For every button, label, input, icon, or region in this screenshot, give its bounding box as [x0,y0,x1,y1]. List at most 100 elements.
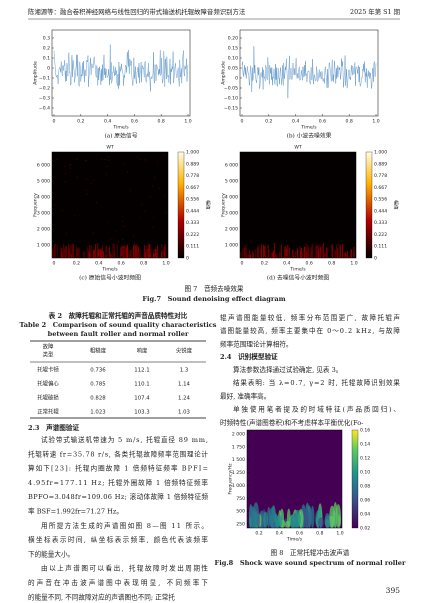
x-tick-label: 0.2 [73,261,80,267]
waveform [241,46,377,99]
heatmap-cell [144,158,146,160]
heatmap-cell [260,244,262,258]
heatmap-cell [70,245,72,258]
body-line: 率 BSF=1.992fr=71.27 Hz。 [28,507,123,516]
x-tick-label: 0.2 [265,119,272,125]
y-tick-label: 0.2 [43,46,50,52]
colorbar [365,151,373,259]
heatmap-cell [164,243,166,258]
heatmap-cell [86,246,88,258]
colorbar-label: 1.000 [374,150,387,156]
heatmap-cell [127,171,128,173]
heatmap-cell [344,252,346,258]
heatmap-cell [63,248,65,258]
x-tick-label: 0 [241,261,244,267]
heatmap-cell [138,251,140,258]
y-tick-label: 0.1 [43,56,50,62]
x-tick-label: 0.6 [118,261,125,267]
y-tick-label: −0.1 [39,76,50,82]
heatmap-cell [269,249,271,258]
heatmap-cell [149,254,151,258]
x-tick-label: 0.8 [140,261,147,267]
y-tick-label: 2 000 [37,227,50,233]
spectrogram-blob [337,514,342,529]
heatmap-cell [280,244,282,258]
colorbar-label: 0.444 [374,208,387,214]
heatmap-cell [295,251,297,258]
heatmap-cell [126,245,128,258]
heatmap-cell [123,162,125,164]
x-tick-label: 0.2 [261,261,268,267]
heatmap-cell [122,247,124,258]
heatmap-cell [85,159,87,161]
table-cell: 正常托辊 [37,408,59,416]
panel-caption: (c) 原始信号小波时频图 [79,274,141,282]
heatmap-cell [284,245,286,258]
colorbar-label: 0.14 [360,442,370,448]
heatmap-cell [128,253,130,258]
colorbar-label: 0.16 [360,428,370,434]
spectrogram-blob [329,505,336,528]
heatmap-cell [152,253,154,258]
colorbar-label: 0.10 [360,470,370,476]
heatmap-cell [163,246,165,258]
heatmap-cell [79,247,81,258]
heatmap-cell [144,254,146,258]
heatmap-cell [106,174,107,176]
y-tick-label: 3 000 [225,211,238,217]
body-line: 下的能量大小。 [28,549,74,558]
spectrogram-blob [303,517,309,528]
heatmap-cell [341,243,343,258]
colorbar [351,429,359,529]
heatmap-cell [108,159,110,161]
heatmap-cell [115,230,117,232]
heatmap-cell [270,252,272,258]
heatmap-cell [91,244,93,258]
heatmap-cell [285,249,287,258]
heatmap-cell [137,156,139,158]
heatmap-cell [304,247,306,258]
heatmap-cell [256,247,258,258]
heatmap-cell [141,204,143,206]
panel-caption: (b) 小波去噪效果 [287,132,332,140]
y-axis-label: Amplitude [33,61,39,85]
heatmap-cell [257,247,259,258]
heatmap-cell [140,217,142,218]
heatmap-cell [326,247,328,258]
heatmap-cell [264,246,266,258]
heatmap-cell [106,254,108,258]
issue: 2025 年第 S1 期 [350,7,400,16]
body-line: 频率范围理论计算相符。 [220,339,293,348]
y-axis-label: Frequency/Hz [228,463,234,495]
colorbar-label: 0.333 [186,220,199,226]
spectrogram-blob [317,517,324,529]
heatmap-cell [102,245,104,258]
heatmap-cell [130,249,132,258]
panel-caption: (d) 去噪信号小波时频图 [267,274,329,282]
body-line: 结果表明: 当 λ=0.7, γ=2 时, 托辊故障识别效果 [233,378,400,387]
heatmap-cell [153,217,155,219]
heatmap-cell [161,252,163,258]
heatmap-cell [76,176,78,178]
table-caption: 表 2 故障托辊和正常托辊的声音品质特性对比 [49,311,188,320]
x-tick-label: 1.0 [372,119,379,125]
table-cell: 0.736 [90,368,106,374]
y-tick-label: 0.10 [228,56,238,62]
y-tick-label: 4 000 [225,195,238,201]
heatmap-cell [345,253,347,258]
x-tick-label: 0 [53,261,56,267]
heatmap-cell [148,244,150,258]
heatmap-cell [90,182,92,184]
table-cell: 103.3 [134,410,149,416]
table-header: 故障 [43,343,54,351]
fig8-caption-en: Fig.8 Shock wave sound spectrum of norma… [215,559,406,567]
colorbar-label: 0.06 [360,498,370,504]
heatmap-cell [250,254,252,258]
heatmap-cell [100,250,102,258]
table-cell: 107.4 [134,396,150,402]
heatmap-cell [147,248,149,258]
heatmap-cell [289,247,291,258]
y-tick-label: 4 000 [37,195,50,201]
y-tick-label: 0.15 [228,46,238,52]
heatmap-cell [306,252,308,258]
